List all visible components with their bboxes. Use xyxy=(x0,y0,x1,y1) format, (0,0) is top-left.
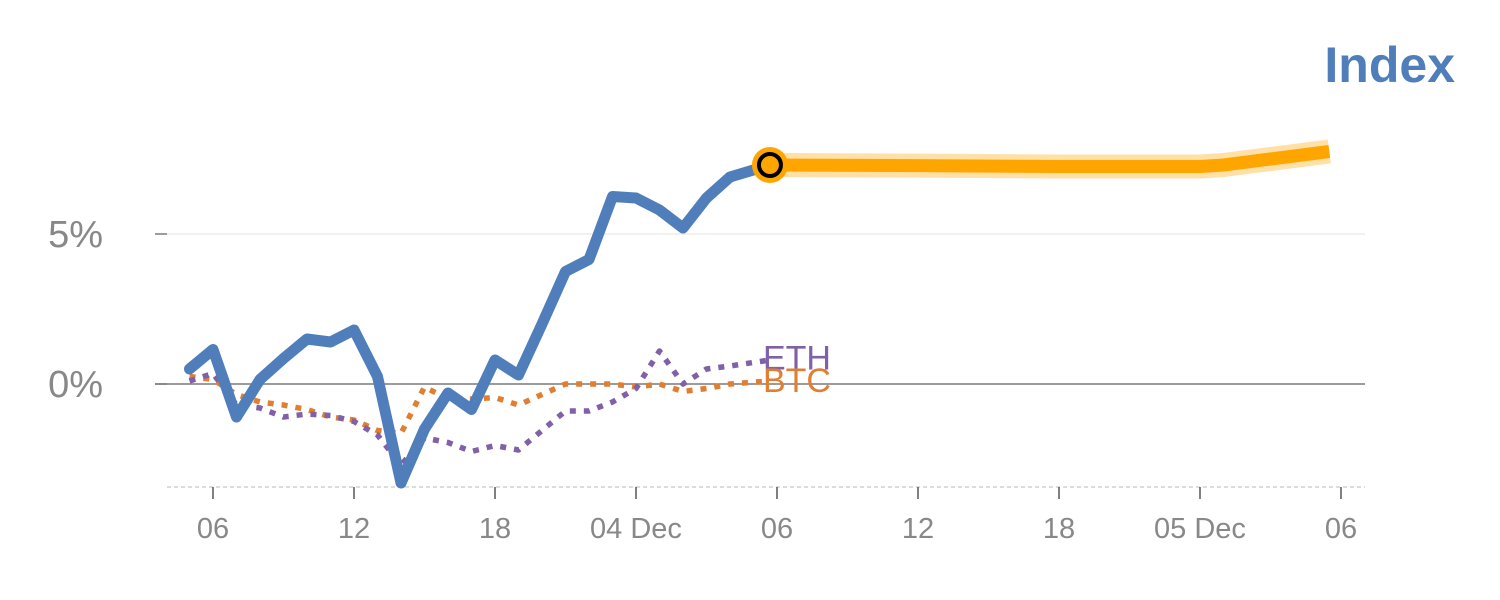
series-label-btc: BTC xyxy=(763,362,831,400)
x-tick-label: 06 xyxy=(761,513,793,545)
y-tick-label: 0% xyxy=(48,364,103,406)
chart-title: Index xyxy=(1324,37,1455,93)
series-label-eth: ETH xyxy=(763,340,831,378)
x-tick-label: 18 xyxy=(479,513,511,545)
x-tick-label: 06 xyxy=(197,513,229,545)
x-tick-label: 05 Dec xyxy=(1154,513,1246,545)
y-tick-label: 5% xyxy=(48,214,103,256)
current-point-marker xyxy=(756,152,783,178)
forecast-band xyxy=(769,145,1331,173)
x-tick-label: 18 xyxy=(1043,513,1075,545)
x-tick-label: 12 xyxy=(338,513,370,545)
axes: 0% 5% 06 12 18 04 Dec 06 12 18 05 Dec 06 xyxy=(48,214,1365,545)
x-tick-label: 12 xyxy=(902,513,934,545)
series-line-index xyxy=(184,159,776,489)
x-tick-label: 04 Dec xyxy=(590,513,682,545)
x-tick-label: 06 xyxy=(1325,513,1357,545)
series-line-eth xyxy=(188,348,771,468)
series-lines xyxy=(184,139,1331,489)
